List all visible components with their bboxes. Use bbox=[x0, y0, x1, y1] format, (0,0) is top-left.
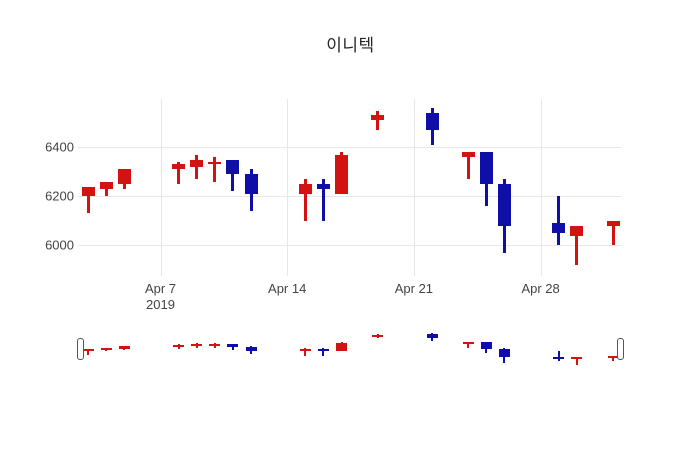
candle[interactable] bbox=[335, 154, 348, 194]
candle[interactable] bbox=[226, 159, 240, 175]
candle-wick bbox=[575, 225, 579, 265]
candle[interactable] bbox=[479, 152, 493, 185]
x-tick-year: 2019 bbox=[146, 297, 175, 312]
y-gridline bbox=[78, 147, 621, 149]
candle-wick bbox=[195, 154, 199, 180]
x-gridline bbox=[160, 99, 162, 276]
candle-wick bbox=[303, 179, 307, 221]
candle[interactable] bbox=[190, 159, 204, 167]
range-slider-right-handle[interactable] bbox=[616, 338, 624, 360]
y-tick-label: 6000 bbox=[45, 237, 74, 253]
x-tick-label: Apr 7 2019 bbox=[126, 281, 196, 313]
candle[interactable] bbox=[99, 181, 113, 189]
mini-candle bbox=[336, 342, 347, 351]
mini-candle bbox=[209, 344, 221, 346]
candle[interactable] bbox=[81, 186, 95, 197]
candle[interactable] bbox=[316, 184, 330, 189]
candle-wick bbox=[213, 157, 217, 182]
mini-candle bbox=[571, 357, 583, 359]
candle[interactable] bbox=[461, 152, 475, 158]
candle[interactable] bbox=[606, 220, 620, 226]
candle-wick bbox=[86, 186, 90, 214]
candle[interactable] bbox=[570, 225, 584, 236]
mini-candle bbox=[317, 348, 329, 351]
mini-candle bbox=[245, 346, 257, 351]
mini-candle bbox=[553, 356, 565, 359]
candle[interactable] bbox=[172, 164, 186, 170]
mini-candle-wick bbox=[575, 357, 578, 365]
mini-candle bbox=[118, 345, 130, 349]
x-tick-label: Apr 28 bbox=[521, 281, 560, 296]
candle-wick bbox=[104, 181, 108, 197]
mini-candle-wick bbox=[231, 343, 234, 350]
candle[interactable] bbox=[298, 184, 312, 194]
mini-candle bbox=[498, 348, 510, 357]
y-tick-label: 6200 bbox=[45, 188, 74, 204]
mini-candle-wick bbox=[467, 342, 470, 348]
mini-candle bbox=[173, 344, 185, 347]
mini-candle bbox=[100, 348, 112, 350]
mini-candle bbox=[462, 342, 474, 344]
candle-wick bbox=[611, 220, 615, 246]
mini-candle bbox=[191, 343, 203, 346]
mini-candle-wick bbox=[87, 349, 90, 355]
candle-wick bbox=[177, 162, 181, 185]
x-gridline bbox=[540, 99, 542, 276]
x-tick-label: Apr 14 bbox=[268, 281, 307, 296]
mini-candle bbox=[299, 348, 311, 351]
y-gridline bbox=[78, 245, 621, 247]
candle-wick bbox=[321, 179, 325, 221]
x-gridline bbox=[287, 99, 289, 276]
mini-candle bbox=[607, 356, 619, 358]
candle[interactable] bbox=[244, 174, 258, 194]
chart-title: 이니텍 bbox=[326, 36, 375, 55]
mini-candle bbox=[480, 342, 492, 349]
mini-candle bbox=[82, 349, 94, 351]
candle[interactable] bbox=[425, 112, 439, 131]
candle-wick bbox=[231, 159, 235, 192]
candle[interactable] bbox=[208, 162, 222, 165]
candle[interactable] bbox=[371, 115, 385, 121]
candle[interactable] bbox=[497, 184, 511, 226]
candle-wick bbox=[466, 152, 470, 180]
mini-candle bbox=[372, 334, 384, 337]
candle-wick bbox=[376, 110, 380, 131]
mini-candle-wick bbox=[322, 347, 325, 356]
mini-candle-wick bbox=[557, 351, 560, 361]
mini-candle bbox=[426, 334, 438, 338]
x-gridline bbox=[413, 99, 415, 276]
range-slider-left-handle[interactable] bbox=[76, 338, 84, 360]
mini-candle-wick bbox=[304, 347, 307, 356]
y-gridline bbox=[78, 196, 621, 198]
mini-candle-wick bbox=[612, 356, 614, 361]
y-tick-label: 6400 bbox=[45, 139, 74, 155]
candle[interactable] bbox=[117, 169, 131, 185]
mini-candle bbox=[227, 343, 239, 347]
x-tick-label: Apr 21 bbox=[394, 281, 434, 296]
candle-wick bbox=[557, 196, 561, 246]
candle[interactable] bbox=[552, 223, 566, 234]
